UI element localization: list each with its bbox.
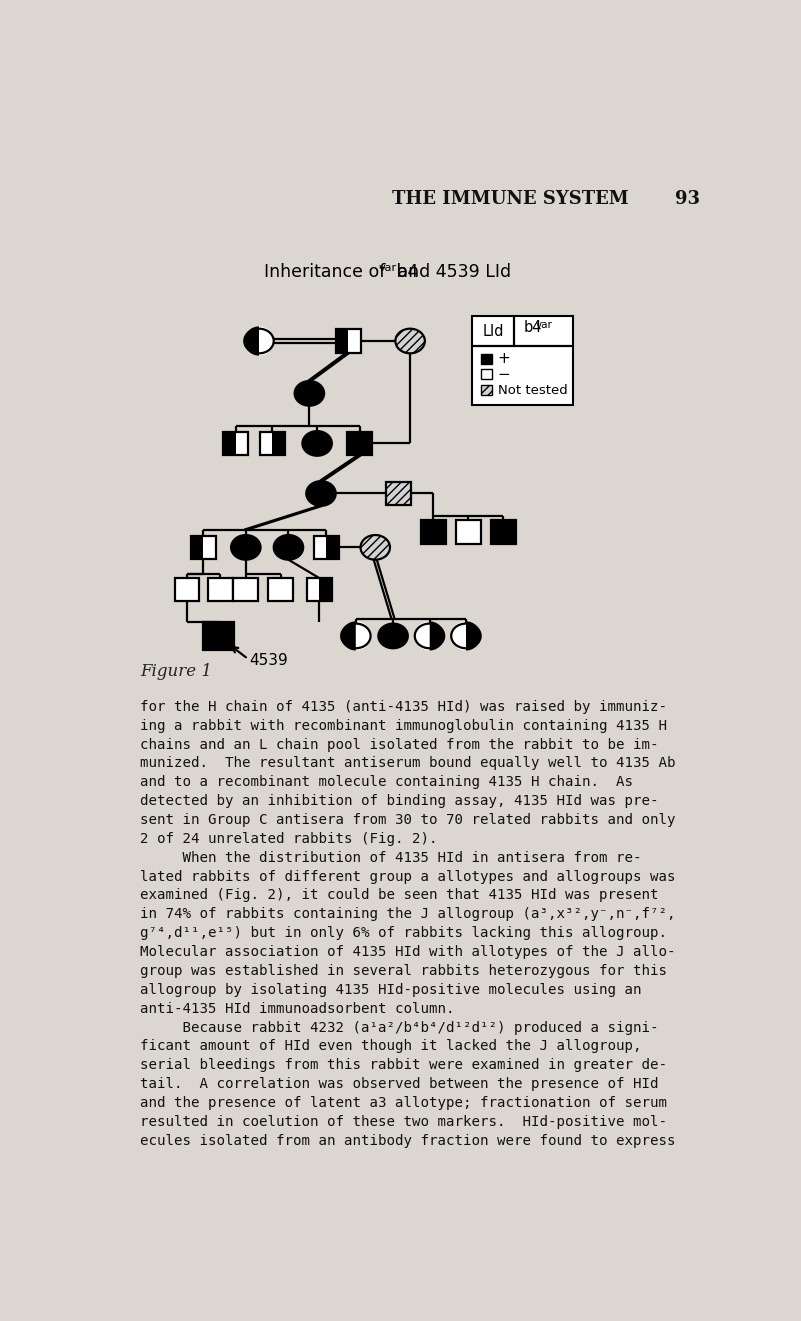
Bar [348, 329, 360, 353]
Text: Because rabbit 4232 (a¹a²/b⁴b⁴/d¹²d¹²) produced a signi-: Because rabbit 4232 (a¹a²/b⁴b⁴/d¹²d¹²) p… [140, 1021, 659, 1034]
Text: resulted in coelution of these two markers.  HId-positive mol-: resulted in coelution of these two marke… [140, 1115, 667, 1129]
Text: LId: LId [482, 324, 504, 338]
Text: THE IMMUNE SYSTEM: THE IMMUNE SYSTEM [392, 189, 630, 207]
Wedge shape [244, 326, 259, 355]
Ellipse shape [295, 380, 324, 406]
Wedge shape [451, 621, 466, 650]
Text: serial bleedings from this rabbit were examined in greater de-: serial bleedings from this rabbit were e… [140, 1058, 667, 1073]
Text: chains and an L chain pool isolated from the rabbit to be im-: chains and an L chain pool isolated from… [140, 737, 659, 752]
Bar [260, 432, 284, 454]
Text: and to a recombinant molecule containing 4135 H chain.  As: and to a recombinant molecule containing… [140, 775, 634, 789]
Text: var: var [379, 263, 397, 273]
Text: When the distribution of 4135 HId in antisera from re-: When the distribution of 4135 HId in ant… [140, 851, 642, 865]
Bar [491, 520, 516, 543]
Text: ficant amount of HId even though it lacked the J allogroup,: ficant amount of HId even though it lack… [140, 1040, 642, 1053]
Bar [268, 579, 293, 601]
Text: tail.  A correlation was observed between the presence of HId: tail. A correlation was observed between… [140, 1077, 659, 1091]
Ellipse shape [396, 329, 425, 353]
Bar [348, 432, 372, 454]
Text: Inheritance of  b4: Inheritance of b4 [264, 263, 419, 281]
Ellipse shape [360, 535, 390, 560]
Text: in 74% of rabbits containing the J allogroup (a³,x³²,y⁻,n⁻,f⁷²,: in 74% of rabbits containing the J allog… [140, 908, 676, 921]
Text: Molecular association of 4135 HId with allotypes of the J allo-: Molecular association of 4135 HId with a… [140, 945, 676, 959]
Text: lated rabbits of different group a allotypes and allogroups was: lated rabbits of different group a allot… [140, 869, 676, 884]
Text: and the presence of latent a3 allotype; fractionation of serum: and the presence of latent a3 allotype; … [140, 1096, 667, 1110]
Text: examined (Fig. 2), it could be seen that 4135 HId was present: examined (Fig. 2), it could be seen that… [140, 889, 659, 902]
Bar [481, 386, 492, 395]
Bar [320, 579, 332, 601]
Text: b4: b4 [524, 321, 542, 336]
Text: group was established in several rabbits heterozygous for this: group was established in several rabbits… [140, 964, 667, 978]
Bar [336, 329, 360, 353]
Text: and 4539 LId: and 4539 LId [392, 263, 511, 281]
Bar [336, 329, 348, 353]
Bar [235, 432, 248, 454]
Ellipse shape [378, 624, 408, 649]
Bar [386, 482, 411, 505]
Text: g⁷⁴,d¹¹,e¹⁵) but in only 6% of rabbits lacking this allogroup.: g⁷⁴,d¹¹,e¹⁵) but in only 6% of rabbits l… [140, 926, 667, 941]
Bar [272, 432, 284, 454]
Bar [223, 432, 235, 454]
Bar [307, 579, 320, 601]
Text: ing a rabbit with recombinant immunoglobulin containing 4135 H: ing a rabbit with recombinant immunoglob… [140, 719, 667, 733]
Bar [191, 536, 215, 559]
Ellipse shape [306, 481, 336, 506]
Bar [314, 536, 339, 559]
Bar [472, 316, 573, 406]
Bar [175, 579, 199, 601]
Text: detected by an inhibition of binding assay, 4135 HId was pre-: detected by an inhibition of binding ass… [140, 794, 659, 808]
Text: for the H chain of 4135 (anti-4135 HId) was raised by immuniz-: for the H chain of 4135 (anti-4135 HId) … [140, 700, 667, 713]
Bar [481, 369, 492, 379]
Bar [314, 536, 327, 559]
Bar [203, 622, 234, 650]
Text: 4539: 4539 [250, 653, 288, 668]
Bar [456, 520, 481, 543]
Text: −: − [497, 367, 510, 382]
Bar [327, 536, 339, 559]
Text: Not tested: Not tested [497, 384, 567, 396]
Text: +: + [497, 351, 510, 366]
Text: Figure 1: Figure 1 [140, 663, 212, 680]
Text: 2 of 24 unrelated rabbits (Fig. 2).: 2 of 24 unrelated rabbits (Fig. 2). [140, 832, 438, 845]
Bar [260, 432, 272, 454]
Wedge shape [429, 621, 445, 650]
Bar [191, 536, 203, 559]
Bar [207, 579, 232, 601]
Wedge shape [356, 621, 371, 650]
Text: allogroup by isolating 4135 HId-positive molecules using an: allogroup by isolating 4135 HId-positive… [140, 983, 642, 997]
Bar [421, 520, 446, 543]
Wedge shape [415, 621, 429, 650]
Ellipse shape [303, 431, 332, 456]
Text: anti-4135 HId immunoadsorbent column.: anti-4135 HId immunoadsorbent column. [140, 1001, 455, 1016]
Bar [481, 354, 492, 363]
Ellipse shape [274, 535, 303, 560]
Text: var: var [536, 320, 553, 330]
Bar [203, 536, 215, 559]
Text: 93: 93 [675, 189, 700, 207]
Bar [233, 579, 258, 601]
Text: ecules isolated from an antibody fraction were found to express: ecules isolated from an antibody fractio… [140, 1133, 676, 1148]
Text: munized.  The resultant antiserum bound equally well to 4135 Ab: munized. The resultant antiserum bound e… [140, 757, 676, 770]
Wedge shape [259, 326, 274, 355]
Wedge shape [466, 621, 481, 650]
Ellipse shape [231, 535, 260, 560]
Text: sent in Group C antisera from 30 to 70 related rabbits and only: sent in Group C antisera from 30 to 70 r… [140, 812, 676, 827]
Wedge shape [341, 621, 356, 650]
Bar [223, 432, 248, 454]
Bar [307, 579, 332, 601]
